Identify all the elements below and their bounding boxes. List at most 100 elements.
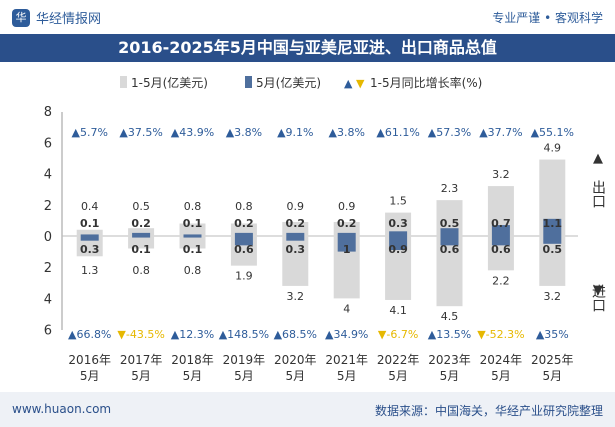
x-tick-label: 2020年 xyxy=(274,353,317,367)
bar-import-cumulative xyxy=(539,236,566,286)
y-tick-label: 4 xyxy=(44,168,52,183)
x-tick-label-month: 5月 xyxy=(131,369,151,383)
data-label-export-cumulative: 3.2 xyxy=(492,168,510,181)
growth-label-import: ▼-43.5% xyxy=(117,328,164,341)
y-tick-label: 4 xyxy=(44,292,52,307)
legend-label-cumulative: 1-5月(亿美元) xyxy=(131,75,208,90)
growth-label-export: ▲37.5% xyxy=(119,126,162,139)
growth-label-export: ▲61.1% xyxy=(376,126,419,139)
data-label-import-cumulative: 4.1 xyxy=(389,304,407,317)
legend-down-triangle-icon: ▼ xyxy=(356,77,365,90)
x-tick-label-month: 5月 xyxy=(388,369,408,383)
legend-swatch-cumulative xyxy=(120,76,127,88)
data-label-import-month: 0.5 xyxy=(543,243,563,256)
data-label-import-cumulative: 0.8 xyxy=(184,264,202,277)
data-label-export-month: 0.1 xyxy=(80,217,100,230)
data-label-import-month: 0.6 xyxy=(440,243,460,256)
footer: www.huaon.com 数据来源：中国海关，华经产业研究院整理 xyxy=(0,392,615,427)
data-label-import-cumulative: 3.2 xyxy=(544,290,562,303)
growth-label-import: ▲148.5% xyxy=(219,328,269,341)
growth-label-export: ▲5.7% xyxy=(71,126,107,139)
data-label-import-month: 0.1 xyxy=(131,243,151,256)
bar-export-month xyxy=(183,234,202,236)
bar-import-month xyxy=(543,236,562,244)
data-label-export-month: 0.7 xyxy=(491,217,511,230)
data-label-import-cumulative: 2.2 xyxy=(492,274,510,287)
bar-import-cumulative xyxy=(436,236,463,307)
bar-import-cumulative xyxy=(128,236,155,249)
growth-label-import: ▲68.5% xyxy=(274,328,317,341)
x-tick-label-month: 5月 xyxy=(542,369,562,383)
data-label-export-month: 0.5 xyxy=(440,217,460,230)
growth-label-import: ▲66.8% xyxy=(68,328,111,341)
side-arrow-up-icon: ▲ xyxy=(593,151,603,166)
bar-export-cumulative xyxy=(76,229,103,236)
data-label-export-month: 1.1 xyxy=(543,217,563,230)
growth-label-export: ▲57.3% xyxy=(428,126,471,139)
bar-import-month xyxy=(337,236,356,252)
bar-export-month xyxy=(80,234,99,236)
x-tick-label: 2018年 xyxy=(171,353,214,367)
x-tick-label: 2016年 xyxy=(68,353,111,367)
data-label-import-month: 0.9 xyxy=(388,243,408,256)
growth-label-import: ▲34.9% xyxy=(325,328,368,341)
brand[interactable]: 华 华经情报网 xyxy=(12,8,101,27)
bar-import-cumulative xyxy=(282,236,309,286)
bar-export-month xyxy=(132,232,151,236)
data-label-import-cumulative: 4.5 xyxy=(441,310,459,323)
data-label-import-month: 0.3 xyxy=(286,243,306,256)
brand-name: 华经情报网 xyxy=(36,12,102,27)
data-label-export-cumulative: 0.8 xyxy=(235,200,253,213)
footer-url[interactable]: www.huaon.com xyxy=(12,402,112,416)
x-tick-label: 2021年 xyxy=(325,353,368,367)
bar-import-month xyxy=(80,236,99,241)
x-tick-label-month: 5月 xyxy=(491,369,511,383)
data-label-import-month: 0.3 xyxy=(80,243,100,256)
legend-label-growth: 1-5月同比增长率(%) xyxy=(370,75,482,90)
legend-swatch-month xyxy=(245,76,252,88)
data-label-import-month: 0.1 xyxy=(183,243,203,256)
data-label-export-month: 0.2 xyxy=(131,217,151,230)
x-tick-label: 2023年 xyxy=(428,353,471,367)
y-tick-label: 2 xyxy=(44,199,52,214)
data-label-import-month: 1 xyxy=(343,243,351,256)
bar-export-month xyxy=(389,231,408,236)
growth-label-export: ▲3.8% xyxy=(226,126,262,139)
footer-source: 数据来源：中国海关，华经产业研究院整理 xyxy=(374,404,603,418)
chart-title: 2016-2025年5月中国与亚美尼亚进、出口商品总值 xyxy=(0,34,615,62)
data-label-import-cumulative: 3.2 xyxy=(287,290,305,303)
legend-up-triangle-icon: ▲ xyxy=(344,77,353,90)
bar-import-month xyxy=(440,236,459,246)
x-tick-label-month: 5月 xyxy=(234,369,254,383)
x-tick-label-month: 5月 xyxy=(183,369,203,383)
bar-export-month xyxy=(543,218,562,236)
tagline: 专业严谨 • 客观科学 xyxy=(492,11,603,25)
bar-import-cumulative xyxy=(76,236,103,257)
side-arrow-down-icon: ▼ xyxy=(593,283,603,298)
growth-label-export: ▲37.7% xyxy=(479,126,522,139)
growth-label-import: ▼-6.7% xyxy=(378,328,418,341)
y-tick-label: 2 xyxy=(44,261,52,276)
top-bar: 华 华经情报网 专业严谨 • 客观科学 xyxy=(0,0,615,34)
bar-import-month xyxy=(132,236,151,238)
y-tick-label: 6 xyxy=(44,136,52,151)
data-label-export-cumulative: 0.4 xyxy=(81,200,99,213)
data-label-export-cumulative: 0.9 xyxy=(287,200,305,213)
x-tick-label-month: 5月 xyxy=(80,369,100,383)
x-tick-label-month: 5月 xyxy=(285,369,305,383)
side-label-import: 进口 xyxy=(590,284,606,312)
y-tick-label: 6 xyxy=(44,324,52,339)
bar-export-month xyxy=(286,232,305,236)
x-tick-label: 2025年 xyxy=(531,353,574,367)
bar-export-cumulative xyxy=(333,221,360,236)
bar-import-month xyxy=(234,236,253,246)
bar-export-cumulative xyxy=(385,212,412,236)
legend-label-month: 5月(亿美元) xyxy=(256,75,321,90)
data-label-export-cumulative: 2.3 xyxy=(441,182,459,195)
bar-export-cumulative xyxy=(179,223,206,236)
bar-import-month xyxy=(183,236,202,238)
data-label-import-cumulative: 0.8 xyxy=(132,264,150,277)
y-tick-label: 0 xyxy=(44,230,52,245)
data-label-export-month: 0.2 xyxy=(234,217,254,230)
brand-logo-icon: 华 xyxy=(12,8,30,27)
